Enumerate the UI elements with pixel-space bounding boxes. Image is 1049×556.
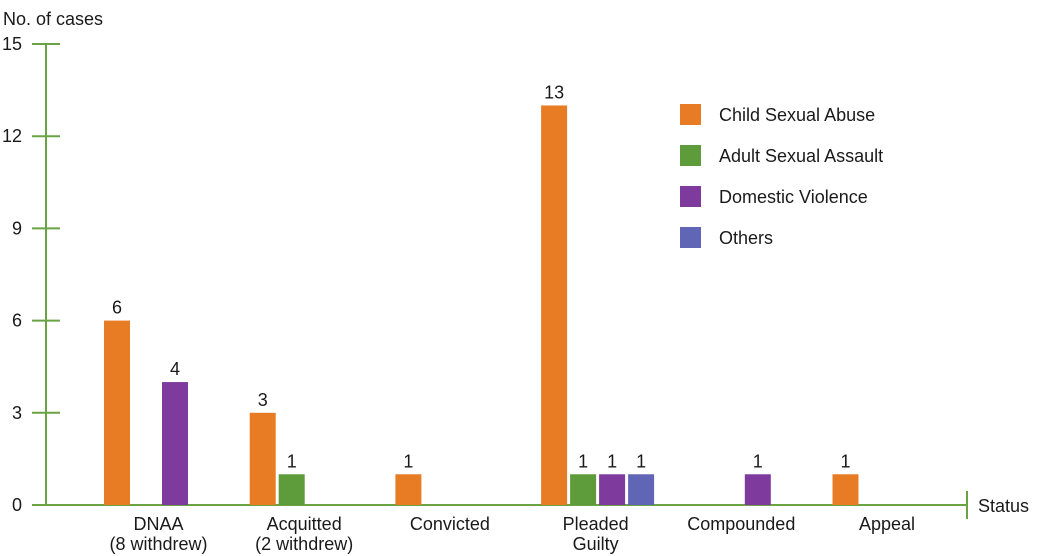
x-axis-title: Status: [978, 496, 1029, 516]
bar: [628, 474, 655, 505]
bar: [278, 474, 305, 505]
x-tick-label: (8 withdrew): [109, 534, 207, 554]
bar: [249, 412, 276, 505]
x-tick-label: Pleaded: [563, 514, 629, 534]
bar: [104, 320, 130, 505]
x-tick-label: Convicted: [410, 514, 490, 534]
x-tick-label: (2 withdrew): [255, 534, 353, 554]
data-label: 1: [840, 451, 850, 471]
bar: [541, 105, 568, 505]
bar: [832, 474, 859, 505]
legend-label: Domestic Violence: [719, 187, 868, 207]
data-label: 1: [636, 451, 646, 471]
y-tick-label: 15: [2, 34, 22, 54]
x-tick-label: Compounded: [687, 514, 795, 534]
data-label: 6: [112, 298, 122, 318]
bar: [744, 474, 771, 505]
y-tick-label: 9: [12, 218, 22, 238]
data-label: 1: [607, 451, 617, 471]
data-label: 1: [287, 451, 297, 471]
y-tick-label: 12: [2, 126, 22, 146]
data-label: 13: [544, 82, 564, 102]
data-label: 1: [403, 451, 413, 471]
y-tick-label: 6: [12, 311, 22, 331]
data-label: 1: [578, 451, 588, 471]
x-tick-label: Appeal: [859, 514, 915, 534]
data-label: 3: [258, 390, 268, 410]
data-label: 1: [753, 451, 763, 471]
y-tick-label: 0: [12, 495, 22, 515]
bar: [570, 474, 597, 505]
bar: [599, 474, 626, 505]
legend-label: Child Sexual Abuse: [719, 105, 875, 125]
y-tick-label: 3: [12, 403, 22, 423]
legend-swatch: [680, 186, 701, 207]
x-tick-label: DNAA: [133, 514, 183, 534]
legend-swatch: [680, 145, 701, 166]
x-tick-label: Acquitted: [267, 514, 342, 534]
legend-swatch: [680, 227, 701, 248]
bar: [162, 382, 188, 505]
bar: [395, 474, 422, 505]
y-axis-title: No. of cases: [3, 9, 103, 29]
data-label: 4: [170, 359, 180, 379]
legend-label: Others: [719, 228, 773, 248]
x-tick-label: Guilty: [573, 534, 619, 554]
legend-label: Adult Sexual Assault: [719, 146, 883, 166]
legend-swatch: [680, 104, 701, 125]
